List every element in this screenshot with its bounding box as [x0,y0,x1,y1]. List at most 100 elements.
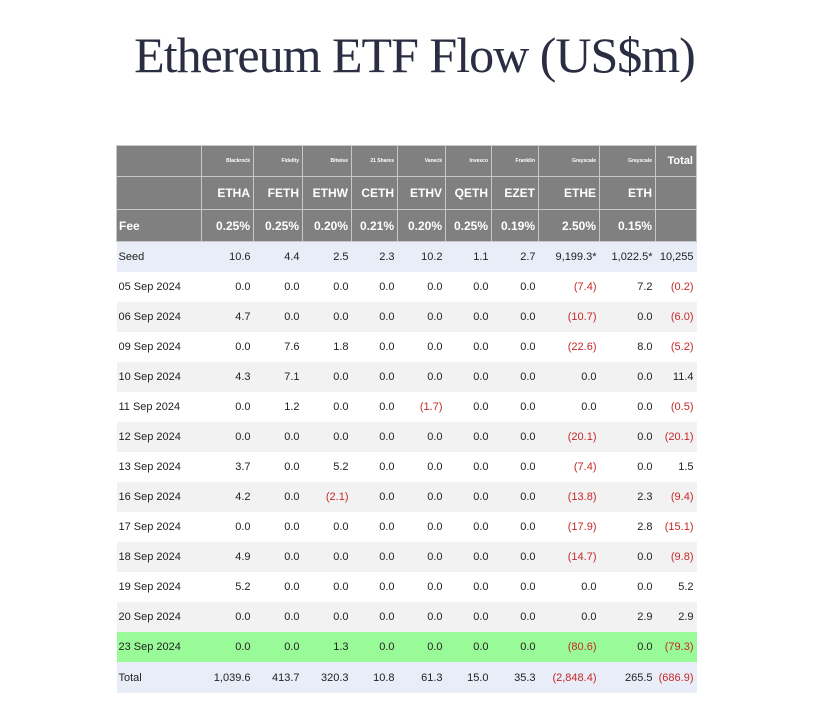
flow-value-cell: 0.0 [491,482,539,512]
flow-value-cell: 0.0 [351,392,398,422]
row-label-cell: 17 Sep 2024 [116,512,202,542]
flow-value-cell: 0.0 [201,632,254,662]
flow-value-cell: 0.0 [491,392,539,422]
table-row: 18 Sep 2024 4.9 0.0 0.0 0.0 0.0 0.0 0.0 (14.7) 0.… [116,542,697,572]
etf-flow-table: Blackrock Fidelity Bitwise 21 Shares Vaneck I… [116,145,697,693]
flow-value-cell: 2.9 [599,602,656,632]
flow-value-cell: 0.0 [397,572,446,602]
issuer-header-row: Blackrock Fidelity Bitwise 21 Shares Vaneck I… [116,145,697,177]
table-row: 20 Sep 2024 0.0 0.0 0.0 0.0 0.0 0.0 0.0 0.0 2.9 2.… [116,602,697,632]
row-total-cell: 10,255 [655,241,697,272]
flow-value-cell: 0.0 [491,362,539,392]
flow-value-cell: 0.0 [351,632,398,662]
flow-value-cell: 0.0 [599,422,656,452]
flow-value-cell: 0.0 [397,422,446,452]
flow-value-cell: 0.0 [302,542,352,572]
flow-value-cell: 0.0 [302,392,352,422]
flow-value-cell: 0.0 [201,392,254,422]
row-total-cell: (5.2) [655,332,697,362]
issuer-header-cell: Invesco [445,145,492,177]
row-label-cell: 11 Sep 2024 [116,392,202,422]
row-total-cell: 11.4 [655,362,697,392]
flow-value-cell: 0.0 [201,422,254,452]
row-label-cell: Seed [116,241,202,272]
flow-value-cell: 0.0 [397,332,446,362]
fee-cell: 0.25% [201,209,254,242]
flow-value-cell: 0.0 [201,602,254,632]
flow-value-cell: 0.0 [491,542,539,572]
ticker-header-cell: QETH [445,176,492,210]
flow-value-cell: (2,848.4) [538,662,600,693]
flow-value-cell: 0.0 [445,632,492,662]
flow-value-cell: 8.0 [599,332,656,362]
flow-value-cell: 0.0 [397,482,446,512]
flow-value-cell: 413.7 [253,662,303,693]
flow-value-cell: 0.0 [599,362,656,392]
flow-value-cell: 0.0 [599,452,656,482]
flow-value-cell: 0.0 [253,632,303,662]
row-label-cell: 19 Sep 2024 [116,572,202,602]
row-label-cell: 05 Sep 2024 [116,272,202,302]
row-label-cell: Total [116,662,202,693]
row-total-cell: (9.4) [655,482,697,512]
table-row: 23 Sep 2024 0.0 0.0 1.3 0.0 0.0 0.0 0.0 (80.6) 0.… [116,632,697,662]
flow-value-cell: 0.0 [302,302,352,332]
flow-value-cell: 0.0 [201,272,254,302]
page-title: Ethereum ETF Flow (US$m) [134,27,696,83]
flow-value-cell: 0.0 [351,512,398,542]
seed-row: Seed 10.6 4.4 2.5 2.3 10.2 1.1 2.7 9,199.3* 1,022… [116,241,697,272]
fee-label-cell: Fee [116,209,202,242]
row-total-cell: (686.9) [655,662,697,693]
table-row: 11 Sep 2024 0.0 1.2 0.0 0.0 (1.7) 0.0 0.0 0.0 0.0… [116,392,697,422]
ticker-header-cell: EZET [491,176,539,210]
flow-value-cell: 4.9 [201,542,254,572]
flow-value-cell: 0.0 [351,422,398,452]
flow-value-cell: 0.0 [253,452,303,482]
flow-value-cell: 3.7 [201,452,254,482]
fee-cell: 2.50% [538,209,600,242]
flow-value-cell: 7.6 [253,332,303,362]
flow-value-cell: 0.0 [201,512,254,542]
table-row: 16 Sep 2024 4.2 0.0 (2.1) 0.0 0.0 0.0 0.0 (13.8)… [116,482,697,512]
flow-value-cell: 0.0 [351,362,398,392]
ticker-header-cell: ETHW [302,176,352,210]
flow-value-cell: 0.0 [351,272,398,302]
flow-value-cell: 0.0 [445,482,492,512]
fee-cell: 0.19% [491,209,539,242]
fee-cell: 0.21% [351,209,398,242]
flow-value-cell: (22.6) [538,332,600,362]
fee-cell: 0.15% [599,209,656,242]
flow-value-cell: 4.3 [201,362,254,392]
flow-value-cell: 0.0 [397,362,446,392]
flow-value-cell: (2.1) [302,482,352,512]
flow-value-cell: 0.0 [351,302,398,332]
flow-value-cell: 0.0 [538,602,600,632]
row-total-cell: (79.3) [655,632,697,662]
row-label-cell: 09 Sep 2024 [116,332,202,362]
flow-value-cell: 0.0 [253,422,303,452]
flow-value-cell: 0.0 [253,302,303,332]
flow-value-cell: 0.0 [351,572,398,602]
flow-value-cell: 0.0 [445,452,492,482]
row-total-cell: 2.9 [655,602,697,632]
row-total-cell: (0.2) [655,272,697,302]
header-corner-cell [655,209,697,242]
flow-value-cell: 0.0 [253,272,303,302]
row-label-cell: 18 Sep 2024 [116,542,202,572]
flow-value-cell: 61.3 [397,662,446,693]
flow-value-cell: 0.0 [445,272,492,302]
table-body: Seed 10.6 4.4 2.5 2.3 10.2 1.1 2.7 9,199.3* 1,022… [116,241,697,693]
flow-value-cell: 0.0 [491,512,539,542]
table-row: 19 Sep 2024 5.2 0.0 0.0 0.0 0.0 0.0 0.0 0.0 0.0 5.… [116,572,697,602]
issuer-header-cell: Grayscale [599,145,656,177]
flow-value-cell: (80.6) [538,632,600,662]
flow-value-cell: (20.1) [538,422,600,452]
flow-value-cell: 0.0 [397,272,446,302]
fee-cell: 0.20% [397,209,446,242]
flow-value-cell: 0.0 [253,572,303,602]
ticker-header-cell: CETH [351,176,398,210]
flow-value-cell: 0.0 [302,272,352,302]
issuer-header-cell: Bitwise [302,145,352,177]
row-total-cell: 1.5 [655,452,697,482]
flow-value-cell: 2.8 [599,512,656,542]
